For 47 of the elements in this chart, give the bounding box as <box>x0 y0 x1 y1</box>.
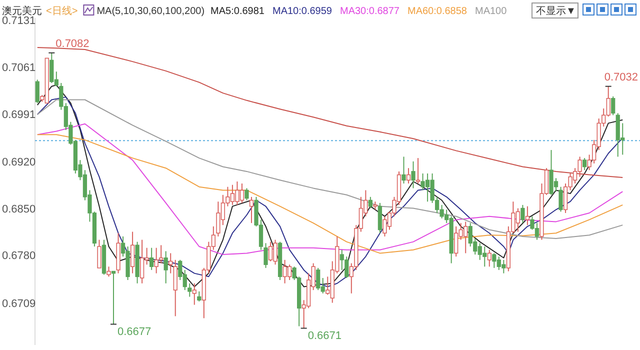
y-tick-label: 0.7131 <box>2 15 36 28</box>
candlestick <box>402 156 406 184</box>
candlestick <box>244 188 249 201</box>
candlestick <box>164 250 168 284</box>
text: MA100 <box>474 6 508 17</box>
candlestick <box>168 252 173 274</box>
text: MA(5,10,30,60,100,200) <box>96 6 205 17</box>
text: MA60:0.6858 <box>407 6 468 17</box>
candlestick <box>487 249 492 268</box>
text: MA10:0.6959 <box>272 6 332 17</box>
candlestick <box>130 231 135 274</box>
candlestick <box>192 282 196 306</box>
candlestick <box>188 282 192 298</box>
candlestick <box>525 206 530 226</box>
text: MA30:0.6877 <box>340 6 400 17</box>
candlestick <box>150 247 154 270</box>
y-tick-label: 0.6780 <box>2 250 36 262</box>
candlestick <box>249 196 254 224</box>
candlestick <box>520 204 525 224</box>
candlestick <box>406 168 411 184</box>
candlestick <box>416 158 420 184</box>
annotation: 0.6671 <box>308 330 342 342</box>
candlestick <box>35 79 40 104</box>
annotation: 0.7032 <box>604 71 638 84</box>
y-tick-label: 0.6991 <box>2 108 36 121</box>
y-tick-label: 0.6709 <box>2 298 36 310</box>
candlestick <box>611 96 616 116</box>
y-tick-label: 0.6920 <box>2 156 36 168</box>
candlestick <box>411 160 416 189</box>
text: 不显示▼ <box>536 6 576 17</box>
candlestick <box>582 158 587 171</box>
chart-subtitle: <日线> <box>46 5 78 17</box>
candlestick <box>264 242 268 268</box>
candlestick <box>368 196 373 209</box>
candlestick <box>97 239 102 268</box>
candlestick <box>173 259 178 317</box>
y-tick-label: 0.6850 <box>2 203 36 216</box>
y-tick-label: 0.7061 <box>2 62 36 74</box>
chart-title: 澳元美元 <box>2 5 42 17</box>
annotation: 0.7082 <box>56 38 90 50</box>
candlestick <box>378 202 382 234</box>
candlestick <box>111 270 116 325</box>
candlestick <box>106 266 111 278</box>
annotation: 0.6677 <box>118 326 152 338</box>
text: MA5:0.6981 <box>210 6 265 17</box>
candlestick <box>558 186 563 212</box>
candlestick <box>197 290 202 302</box>
